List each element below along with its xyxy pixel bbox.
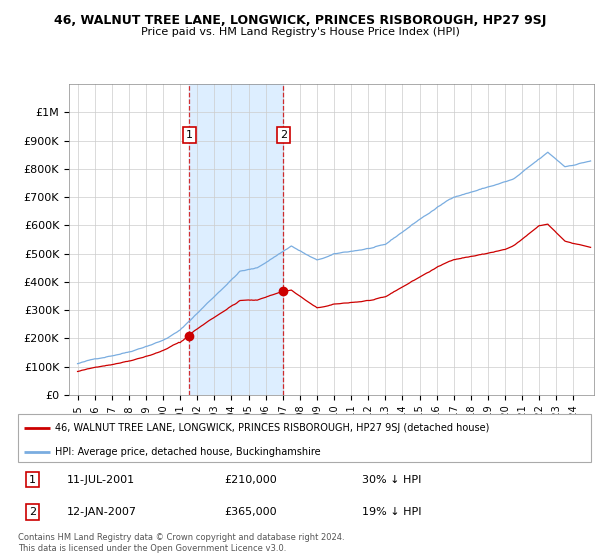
Text: 2: 2 bbox=[280, 130, 287, 140]
Text: 11-JUL-2001: 11-JUL-2001 bbox=[67, 475, 135, 484]
Text: £210,000: £210,000 bbox=[224, 475, 277, 484]
Text: £365,000: £365,000 bbox=[224, 507, 277, 517]
Text: Contains HM Land Registry data © Crown copyright and database right 2024.
This d: Contains HM Land Registry data © Crown c… bbox=[18, 533, 344, 553]
Text: 2: 2 bbox=[29, 507, 36, 517]
Text: 30% ↓ HPI: 30% ↓ HPI bbox=[362, 475, 421, 484]
Text: 19% ↓ HPI: 19% ↓ HPI bbox=[362, 507, 421, 517]
Text: Price paid vs. HM Land Registry's House Price Index (HPI): Price paid vs. HM Land Registry's House … bbox=[140, 27, 460, 37]
Text: 12-JAN-2007: 12-JAN-2007 bbox=[67, 507, 137, 517]
Bar bbox=[190, 84, 283, 395]
Text: 46, WALNUT TREE LANE, LONGWICK, PRINCES RISBOROUGH, HP27 9SJ: 46, WALNUT TREE LANE, LONGWICK, PRINCES … bbox=[54, 14, 546, 27]
FancyBboxPatch shape bbox=[18, 414, 591, 462]
Text: 1: 1 bbox=[29, 475, 36, 484]
Text: 46, WALNUT TREE LANE, LONGWICK, PRINCES RISBOROUGH, HP27 9SJ (detached house): 46, WALNUT TREE LANE, LONGWICK, PRINCES … bbox=[55, 423, 490, 433]
Text: HPI: Average price, detached house, Buckinghamshire: HPI: Average price, detached house, Buck… bbox=[55, 446, 321, 456]
Text: 1: 1 bbox=[186, 130, 193, 140]
